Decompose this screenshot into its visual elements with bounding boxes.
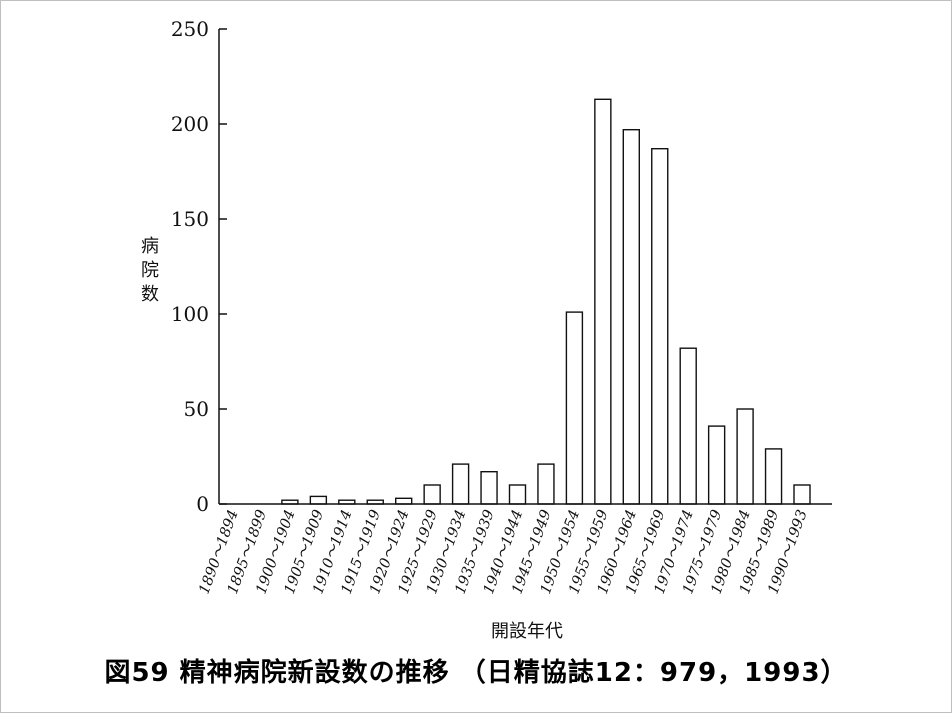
y-tick-label-50: 50: [184, 397, 209, 421]
y-axis: 0 50 100 150 200 250: [171, 17, 227, 516]
x-axis-title: 開設年代: [491, 621, 563, 642]
figure-caption: 図59 精神病院新設数の推移 （日精協誌12：979，1993）: [104, 658, 848, 688]
y-tick-label-100: 100: [171, 302, 209, 326]
bar-1950～1954: [565, 311, 584, 505]
x-axis: 1890～18941895～18991900～19041905～19091910…: [197, 503, 832, 596]
bar-1945～1949: [537, 463, 555, 505]
bar-1990～1993: [793, 484, 811, 505]
bar-1980～1984: [736, 408, 754, 505]
bar-1925～1929: [423, 484, 441, 505]
y-tick-label-0: 0: [196, 492, 209, 516]
y-tick-label-200: 200: [171, 112, 209, 136]
bar-chart: 0 50 100 150 200 250 1890～18941895～18991900～1…: [141, 17, 832, 642]
bar-1965～1969: [651, 147, 669, 505]
bar-1930～1934: [451, 463, 470, 505]
bars: [281, 98, 811, 505]
bar-1985～1989: [764, 448, 783, 505]
bar-1970～1974: [679, 347, 697, 505]
bar-1960～1964: [622, 128, 640, 505]
y-axis-title-char: 院: [141, 260, 159, 281]
bar-1905～1909: [309, 495, 328, 505]
bar-1940～1944: [508, 484, 527, 505]
bar-1975～1979: [707, 425, 726, 505]
y-tick-label-150: 150: [171, 207, 209, 231]
bar-1955～1959: [594, 98, 612, 505]
y-axis-title: 病院数: [141, 236, 159, 305]
bar-1920～1924: [395, 497, 413, 505]
y-tick-label-250: 250: [171, 17, 209, 41]
bar-1935～1939: [480, 471, 498, 505]
y-axis-title-char: 数: [141, 284, 159, 305]
y-axis-title-char: 病: [141, 236, 159, 257]
